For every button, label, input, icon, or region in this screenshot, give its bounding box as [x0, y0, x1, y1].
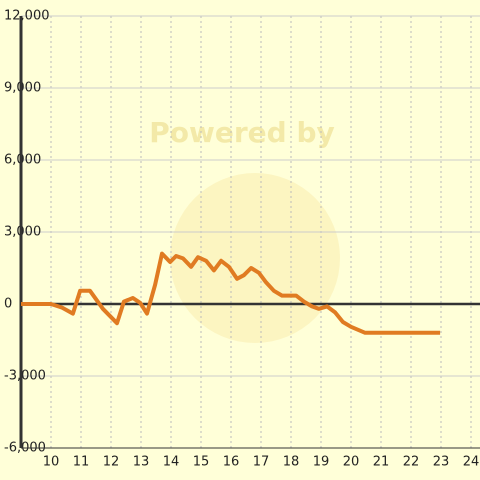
x-tick-label: 20 [343, 455, 360, 470]
x-tick-label: 13 [133, 455, 150, 470]
x-tick-label: 24 [463, 455, 480, 470]
data-line [21, 251, 441, 335]
x-tick-label: 10 [43, 455, 60, 470]
y-tick-label: 9,000 [4, 81, 41, 96]
x-tick-label: 19 [313, 455, 330, 470]
x-tick-label: 14 [163, 455, 180, 470]
x-tick-label: 18 [283, 455, 300, 470]
y-tick-label: 12,000 [4, 9, 50, 24]
x-tick-label: 12 [103, 455, 120, 470]
x-tick-label: 21 [373, 455, 390, 470]
y-tick-label: 0 [4, 297, 12, 312]
y-tick-label: 3,000 [4, 225, 41, 240]
x-tick-label: 11 [73, 455, 90, 470]
x-tick-label: 16 [223, 455, 240, 470]
watermark: Powered by [149, 116, 335, 149]
x-tick-label: 15 [193, 455, 210, 470]
y-tick-label: -3,000 [4, 369, 46, 384]
x-tick-label: 17 [253, 455, 270, 470]
x-tick-label: 23 [433, 455, 450, 470]
watermark-logo [170, 173, 340, 343]
y-tick-label: 6,000 [4, 153, 41, 168]
x-tick-label: 22 [403, 455, 420, 470]
